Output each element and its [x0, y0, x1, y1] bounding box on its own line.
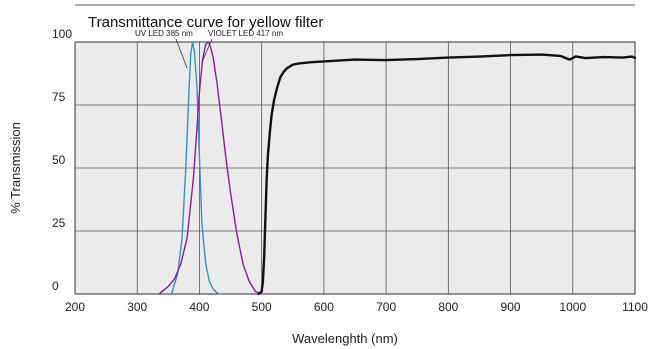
x-tick-label: 800: [438, 300, 458, 314]
series-line-3: [257, 53, 637, 296]
y-tick-label: 50: [52, 153, 66, 167]
annotation-violet-led-leader: [201, 38, 213, 63]
annotations: UV LED 385 nm VIOLET LED 417 nm: [135, 29, 283, 69]
series-line-1: [170, 41, 221, 295]
annotation-violet-led: VIOLET LED 417 nm: [208, 29, 283, 38]
x-tick-label: 1100: [622, 300, 648, 314]
x-tick-labels: 200 300 400 500 600 700 800 900 1000 1100: [65, 300, 648, 314]
y-tick-label: 75: [52, 90, 66, 104]
annotation-uv-led-leader: [175, 38, 188, 69]
x-tick-label: 500: [252, 300, 272, 314]
y-tick-labels: 0 25 50 75 100: [52, 27, 72, 293]
y-axis-label: % Transmission: [8, 122, 23, 214]
x-axis-label: Wavelenghth (nm): [292, 331, 398, 346]
x-tick-label: 1000: [559, 300, 586, 314]
x-tick-label: 900: [501, 300, 521, 314]
x-tick-label: 400: [189, 300, 209, 314]
x-tick-label: 200: [65, 300, 85, 314]
plot-frame: [74, 41, 636, 295]
x-tick-label: 600: [314, 300, 334, 314]
x-tick-label: 700: [376, 300, 396, 314]
y-tick-label: 0: [52, 279, 59, 293]
y-tick-label: 25: [52, 216, 66, 230]
y-tick-label: 100: [52, 27, 72, 41]
annotation-uv-led: UV LED 385 nm: [135, 29, 193, 38]
chart-title: Transmittance curve for yellow filter: [88, 14, 323, 31]
x-tick-label: 300: [127, 300, 147, 314]
